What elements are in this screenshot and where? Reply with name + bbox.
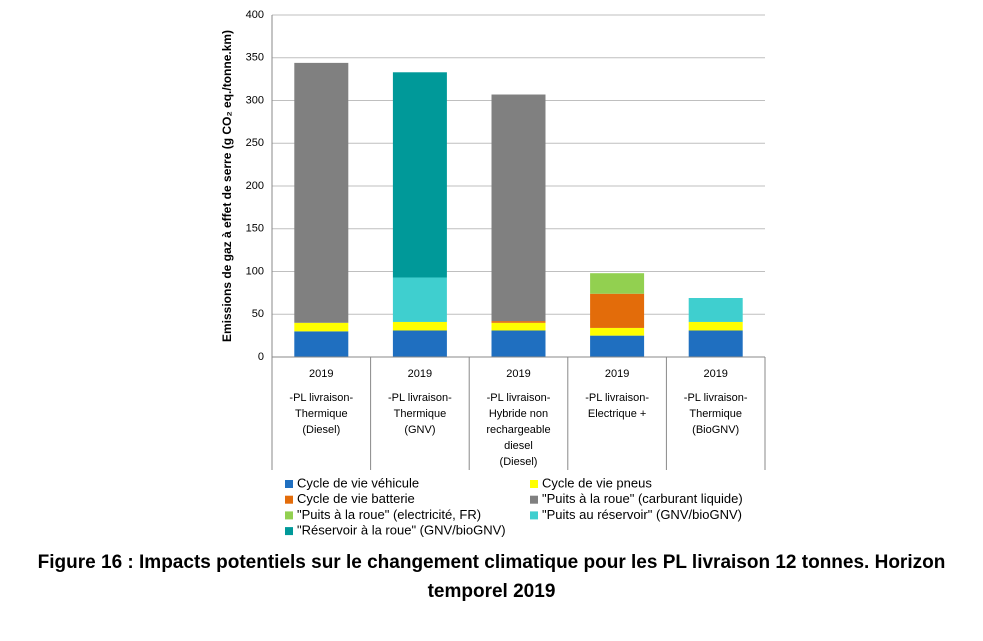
x-category-label: Hybride non bbox=[489, 408, 548, 420]
bar-segment bbox=[392, 277, 447, 322]
x-category-label: Thermique bbox=[689, 408, 742, 420]
x-category-label: (BioGNV) bbox=[692, 424, 739, 436]
x-category-label: -PL livraison- bbox=[585, 392, 649, 404]
x-category-label: (Diesel) bbox=[302, 424, 340, 436]
x-year-label: 2019 bbox=[506, 368, 530, 380]
x-category-label: rechargeable bbox=[486, 424, 550, 436]
bar-segment bbox=[392, 330, 447, 357]
x-category-label: Thermique bbox=[295, 408, 348, 420]
bar-segment bbox=[688, 321, 743, 331]
legend-swatch bbox=[285, 511, 293, 520]
bar-segment bbox=[590, 327, 645, 336]
x-year-label: 2019 bbox=[605, 368, 629, 380]
y-tick-label: 400 bbox=[246, 9, 264, 21]
bar-segment bbox=[491, 330, 546, 357]
y-tick-label: 0 bbox=[258, 351, 264, 363]
legend-label: "Réservoir à la roue" (GNV/bioGNV) bbox=[297, 523, 506, 538]
legend-label: "Puits à la roue" (electricité, FR) bbox=[297, 507, 481, 522]
legend-swatch bbox=[530, 511, 538, 520]
bar-segment bbox=[590, 335, 645, 357]
bar-segment bbox=[392, 72, 447, 278]
y-tick-label: 350 bbox=[246, 52, 264, 64]
bar-segment bbox=[392, 321, 447, 331]
y-tick-label: 250 bbox=[246, 137, 264, 149]
y-tick-label: 300 bbox=[246, 94, 264, 106]
x-category-label: (Diesel) bbox=[500, 456, 538, 468]
x-category-label: -PL livraison- bbox=[289, 392, 353, 404]
legend-label: Cycle de vie pneus bbox=[542, 475, 652, 490]
x-year-label: 2019 bbox=[408, 368, 432, 380]
chart: Emissions de gaz à effet de serre (g CO₂… bbox=[220, 9, 766, 538]
x-category-label: -PL livraison- bbox=[487, 392, 551, 404]
legend-label: Cycle de vie véhicule bbox=[297, 475, 419, 490]
caption: Figure 16 : Impacts potentiels sur le ch… bbox=[37, 552, 946, 602]
bar-segment bbox=[491, 94, 546, 322]
legend-label: "Puits à la roue" (carburant liquide) bbox=[542, 491, 743, 506]
bar-segment bbox=[491, 321, 546, 323]
x-category-label: -PL livraison- bbox=[684, 392, 748, 404]
legend-swatch bbox=[530, 480, 538, 488]
bar-segment bbox=[491, 322, 546, 331]
x-category-label: -PL livraison- bbox=[388, 392, 452, 404]
x-category-label: diesel bbox=[504, 440, 533, 452]
bar-segment bbox=[294, 62, 349, 323]
legend-label: "Puits au réservoir" (GNV/bioGNV) bbox=[542, 507, 742, 522]
y-tick-label: 200 bbox=[246, 180, 264, 192]
legend-label: Cycle de vie batterie bbox=[297, 491, 415, 506]
x-category-label: Electrique + bbox=[588, 408, 646, 420]
x-category-label: (GNV) bbox=[404, 424, 435, 436]
bar-segment bbox=[294, 322, 349, 332]
y-tick-label: 150 bbox=[246, 223, 264, 235]
y-tick-label: 100 bbox=[246, 265, 264, 277]
x-year-label: 2019 bbox=[309, 368, 333, 380]
y-axis-label: Emissions de gaz à effet de serre (g CO₂… bbox=[220, 30, 234, 342]
legend-swatch bbox=[285, 495, 293, 504]
legend-swatch bbox=[285, 527, 293, 536]
bar-segment bbox=[294, 331, 349, 357]
bar-segment bbox=[688, 298, 743, 322]
bar-segment bbox=[590, 293, 645, 328]
legend-swatch bbox=[530, 495, 538, 504]
x-category-label: Thermique bbox=[394, 408, 447, 420]
legend-swatch bbox=[285, 480, 293, 488]
x-year-label: 2019 bbox=[703, 368, 727, 380]
y-tick-label: 50 bbox=[252, 308, 264, 320]
bar-segment bbox=[590, 273, 645, 294]
bar-segment bbox=[688, 330, 743, 357]
